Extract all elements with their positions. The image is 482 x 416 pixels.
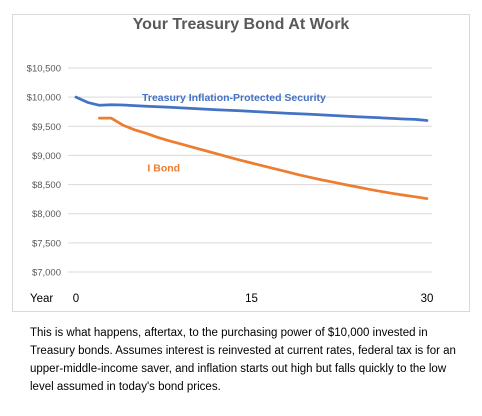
y-tick-label: $10,000 — [27, 93, 61, 104]
y-tick-label: $9,500 — [32, 122, 61, 133]
chart-frame — [12, 14, 470, 312]
y-tick-label: $7,000 — [32, 268, 61, 279]
y-tick-label: $8,000 — [32, 209, 61, 220]
y-tick-label: $9,000 — [32, 151, 61, 162]
line-chart: $7,000 $7,500 $8,000 $8,500 $9,000 $9,500 $10,… — [27, 64, 434, 306]
x-axis-label: Year — [30, 293, 53, 305]
chart-caption: This is what happens, aftertax, to the p… — [30, 327, 456, 393]
series-label: Treasury Inflation-Protected Security — [142, 92, 326, 104]
x-tick-label: 15 — [245, 293, 258, 305]
series-line — [98, 116, 429, 200]
x-tick-label: 0 — [73, 293, 79, 305]
y-tick-label: $10,500 — [27, 64, 61, 75]
series-line — [74, 95, 429, 122]
chart-title: Your Treasury Bond At Work — [132, 16, 350, 33]
y-tick-label: $7,500 — [32, 238, 61, 249]
x-tick-label: 30 — [421, 293, 434, 305]
series-label: I Bond — [147, 163, 180, 175]
y-tick-label: $8,500 — [32, 180, 61, 191]
